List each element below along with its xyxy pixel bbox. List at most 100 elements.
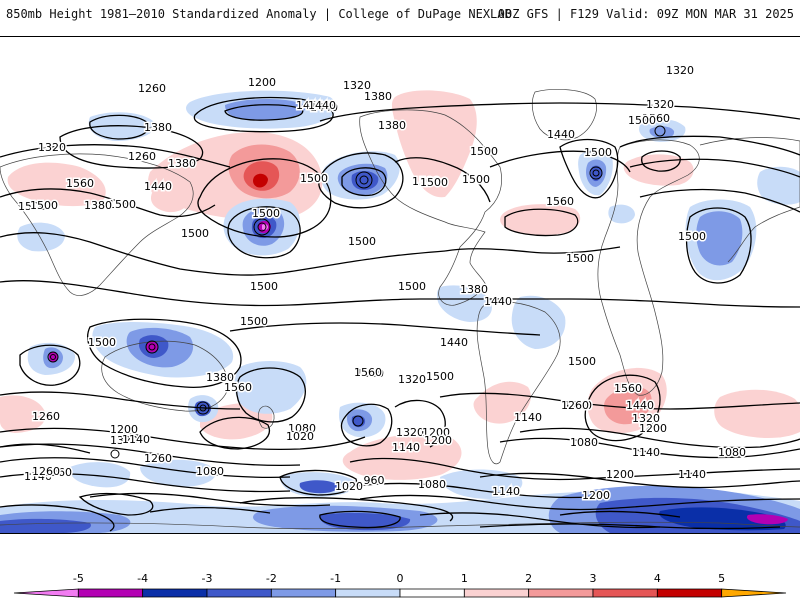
contour-1260-s bbox=[0, 472, 291, 493]
contour-1500-io bbox=[19, 344, 81, 386]
contour-label: 1320 bbox=[632, 412, 660, 425]
anomaly-region bbox=[604, 386, 652, 425]
low-center bbox=[654, 125, 666, 137]
contour-label: 1260 bbox=[128, 150, 156, 163]
contour-1500-se bbox=[439, 392, 800, 410]
contour-label: 1080 bbox=[718, 446, 746, 459]
contour-label: 1080 bbox=[288, 422, 316, 435]
anomaly-region bbox=[608, 204, 635, 224]
contour-1140-s bbox=[149, 506, 271, 514]
contour-1440-se bbox=[519, 427, 800, 449]
contour-1380-eu bbox=[619, 135, 800, 156]
contour-label: 1380 bbox=[460, 283, 488, 296]
anomaly-region bbox=[253, 173, 268, 188]
anomaly-region bbox=[88, 112, 156, 141]
contour-1440 bbox=[0, 188, 216, 218]
coastlines bbox=[0, 89, 800, 530]
contour-1380-aleut bbox=[318, 152, 404, 209]
contour-1320-se bbox=[349, 457, 800, 481]
contour-label: 1140 bbox=[514, 411, 542, 424]
anomaly-region bbox=[391, 90, 477, 198]
contour-label: 1200 bbox=[582, 489, 610, 502]
contour-label: 1320 bbox=[396, 426, 424, 439]
coastline-australia bbox=[101, 340, 229, 412]
contour-label: 1020 bbox=[335, 480, 363, 493]
anomaly-region bbox=[696, 211, 743, 266]
contour-label: 1440 bbox=[308, 99, 336, 112]
contour-label: 1380 bbox=[144, 121, 172, 134]
contour-label: 1200 bbox=[639, 422, 667, 435]
contour-label: 1500 bbox=[426, 370, 454, 383]
contour-label: 1380 bbox=[168, 157, 196, 170]
coastline-north-america bbox=[359, 109, 502, 306]
low-center bbox=[589, 166, 603, 180]
anomaly-region bbox=[436, 285, 492, 322]
colorbar-swatch bbox=[206, 588, 272, 598]
anomaly-region bbox=[69, 462, 131, 488]
anomaly-shading bbox=[0, 90, 800, 533]
anomaly-region bbox=[150, 189, 189, 213]
contour-1200-se bbox=[349, 482, 591, 499]
contour-label: 1440 bbox=[626, 399, 654, 412]
contour-label: 1560 bbox=[642, 112, 670, 125]
anomaly-region bbox=[0, 395, 46, 433]
contour-label: 1500 bbox=[300, 172, 328, 185]
contour-label: 1380 bbox=[206, 371, 234, 384]
contour-1320-eu bbox=[640, 150, 681, 172]
low-center bbox=[145, 340, 159, 354]
low-centers bbox=[47, 125, 666, 459]
colorbar-tick-label: -4 bbox=[137, 572, 148, 585]
anomaly-region bbox=[473, 381, 531, 424]
colorbar-swatch bbox=[528, 588, 594, 598]
colorbar: -5 -4 -3 -2 -1 0 1 2 3 4 5 bbox=[0, 566, 800, 600]
contour-label: 1500 bbox=[398, 280, 426, 293]
contour-label: 1380 bbox=[364, 90, 392, 103]
contour-label: 1440 bbox=[547, 128, 575, 141]
coastline-new-zealand bbox=[257, 405, 275, 429]
contour-label: 1500 bbox=[420, 176, 448, 189]
coastline-asia-east bbox=[699, 137, 800, 263]
contour-label: 1200 bbox=[422, 426, 450, 439]
colorbar-swatch bbox=[335, 588, 401, 598]
contour-1320-w bbox=[78, 492, 154, 516]
colorbar-tick-label: 4 bbox=[654, 572, 661, 585]
contour-1440-s bbox=[0, 427, 366, 451]
coastline-greenland bbox=[531, 89, 597, 141]
contour-1380-s bbox=[0, 443, 301, 467]
contour-label: 1140 bbox=[392, 441, 420, 454]
contour-label: 1080 bbox=[418, 478, 446, 491]
contour-1260b bbox=[89, 114, 150, 140]
low-center bbox=[196, 401, 210, 415]
anomaly-region bbox=[225, 99, 306, 121]
colorbar-swatches bbox=[13, 588, 787, 598]
contour-1440-pac bbox=[197, 158, 332, 238]
anomaly-region bbox=[140, 459, 216, 487]
contour-label: 1500 bbox=[568, 355, 596, 368]
contour-label: 1080 bbox=[570, 436, 598, 449]
anomaly-region bbox=[591, 165, 602, 182]
contour-1380-atl bbox=[559, 138, 619, 199]
contour-label: 1500 bbox=[252, 207, 280, 220]
contour-label: 1560 bbox=[224, 381, 252, 394]
contour-1080-se bbox=[559, 510, 681, 518]
contour-label: 1200 bbox=[606, 468, 634, 481]
contour-label: 1500 bbox=[566, 252, 594, 265]
low-center bbox=[199, 404, 207, 412]
colorbar-tick-label: -5 bbox=[73, 572, 84, 585]
contour-label: 1320 bbox=[646, 98, 674, 111]
coastline-europe-africa bbox=[597, 139, 700, 396]
contour-960 bbox=[319, 510, 401, 529]
contour-1260 bbox=[193, 96, 334, 133]
colorbar-tick-label: 1 bbox=[461, 572, 468, 585]
contour-1440-eu bbox=[629, 158, 800, 178]
contour-1380-sa bbox=[340, 403, 393, 447]
contour-label: 1200 bbox=[424, 434, 452, 447]
map-title: 850mb Height 1981–2010 Standardized Anom… bbox=[6, 7, 512, 21]
colorbar-tick-label: -3 bbox=[202, 572, 213, 585]
anomaly-region bbox=[17, 222, 65, 252]
contour-1500-eu-low bbox=[685, 207, 752, 284]
map-panel: 1320 1440 1260 1200 1380 1320 1440 1380 1260 1320… bbox=[0, 36, 800, 534]
contour-1380-se bbox=[499, 437, 800, 459]
